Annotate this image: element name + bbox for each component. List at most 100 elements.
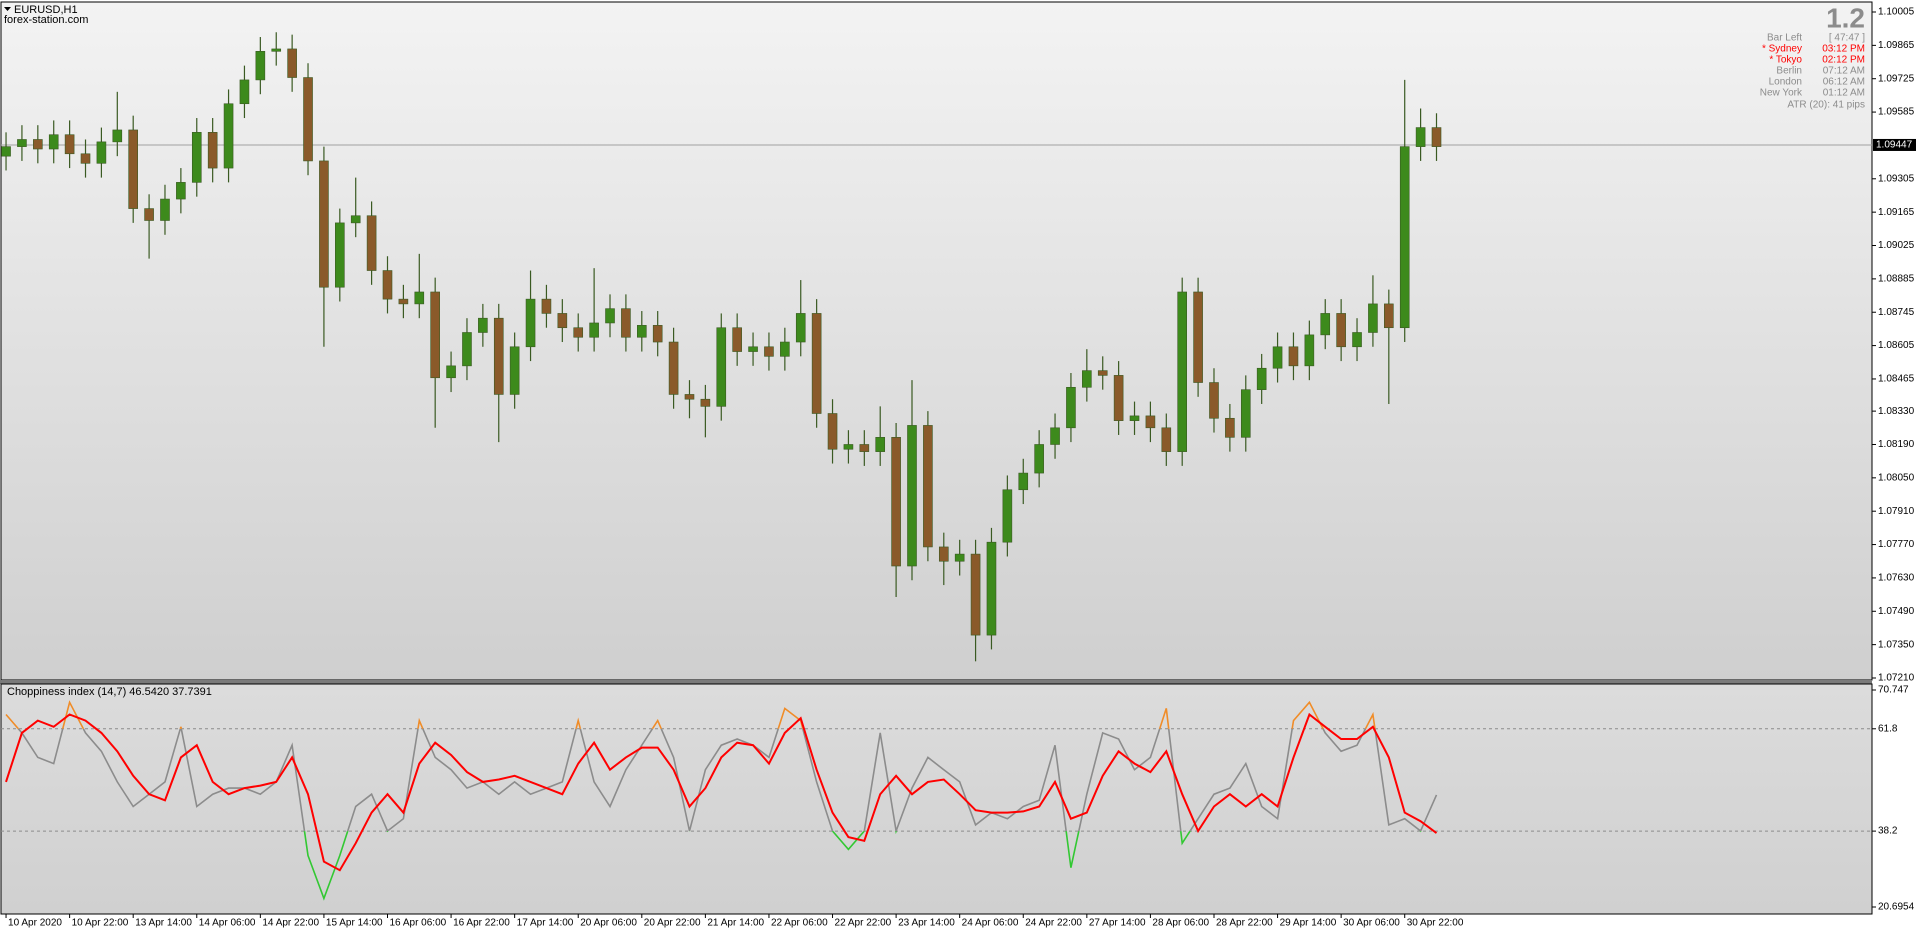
y-tick-label: 1.09025: [1878, 240, 1915, 251]
candle-body: [716, 327, 727, 407]
y-tick-label: 38.2: [1878, 826, 1898, 837]
candle-body: [1399, 146, 1410, 329]
indicator-pane: [0, 683, 1873, 915]
current-price-box: [1873, 138, 1916, 151]
current-price-label: 1.09447: [1876, 140, 1913, 151]
candle-body: [541, 298, 552, 314]
candle-body: [144, 208, 154, 221]
candle-body: [319, 160, 329, 288]
info-big: 1.2: [1826, 2, 1865, 33]
x-tick-label: 28 Apr 06:00: [1152, 918, 1209, 929]
candle-body: [1256, 367, 1267, 390]
x-tick-label: 17 Apr 14:00: [517, 918, 574, 929]
x-tick-label: 13 Apr 14:00: [135, 918, 192, 929]
candle-body: [335, 222, 345, 288]
y-tick-label: 1.07490: [1878, 606, 1915, 617]
candle-body: [1066, 386, 1076, 429]
candle-body: [255, 51, 266, 81]
info-label: * Tokyo: [1769, 55, 1802, 66]
candle-body: [525, 298, 536, 348]
candle-body: [239, 79, 250, 105]
candle-body: [827, 413, 838, 450]
candle-body: [954, 553, 965, 562]
y-tick-label: 1.09725: [1878, 73, 1915, 84]
candle-body: [907, 425, 917, 567]
info-label: London: [1769, 77, 1802, 88]
candle-body: [589, 322, 599, 338]
x-tick-label: 14 Apr 06:00: [199, 918, 256, 929]
candle-body: [1384, 303, 1394, 329]
candle-body: [891, 437, 901, 567]
candle-body: [1161, 427, 1172, 452]
candle-body: [764, 346, 774, 357]
x-tick-label: 16 Apr 22:00: [453, 918, 510, 929]
y-tick-label: 1.09585: [1878, 107, 1915, 118]
x-tick-label: 28 Apr 22:00: [1216, 918, 1273, 929]
candle-body: [652, 325, 663, 343]
candle-body: [732, 327, 742, 352]
candle-body: [986, 541, 997, 636]
x-tick-label: 20 Apr 22:00: [644, 918, 701, 929]
candle-body: [128, 129, 138, 209]
candle-body: [843, 444, 854, 450]
candle-body: [96, 141, 107, 164]
info-atr: ATR (20): 41 pips: [1787, 100, 1865, 111]
candle-body: [382, 270, 393, 300]
candle-body: [1145, 415, 1156, 429]
site-label: forex-station.com: [4, 14, 88, 26]
candle-body: [938, 546, 949, 562]
candle-body: [1050, 427, 1060, 445]
x-tick-label: 24 Apr 06:00: [962, 918, 1019, 929]
info-label: Bar Left: [1767, 33, 1802, 44]
candle-body: [795, 313, 806, 343]
main-pane: [0, 1, 1873, 681]
x-tick-label: 16 Apr 06:00: [389, 918, 446, 929]
candle-body: [1097, 370, 1108, 376]
candle-body: [1, 146, 11, 157]
x-tick-label: 27 Apr 14:00: [1089, 918, 1146, 929]
x-tick-label: 23 Apr 14:00: [898, 918, 955, 929]
y-tick-label: 1.08465: [1878, 374, 1915, 385]
pane-divider: [0, 680, 1872, 684]
info-label: New York: [1760, 88, 1803, 99]
candle-body: [271, 48, 282, 52]
candle-body: [287, 48, 297, 78]
x-tick-label: 14 Apr 22:00: [262, 918, 319, 929]
y-tick-label: 1.07350: [1878, 639, 1915, 650]
info-value: 03:12 PM: [1822, 44, 1865, 55]
candle-body: [17, 139, 27, 147]
candle-body: [462, 332, 472, 367]
candle-body: [1288, 346, 1299, 367]
info-value: [ 47:47 ]: [1829, 33, 1865, 44]
x-tick-label: 20 Apr 06:00: [580, 918, 637, 929]
y-tick-label: 1.10005: [1878, 7, 1915, 18]
y-tick-label: 1.07630: [1878, 573, 1915, 584]
candle-body: [191, 132, 202, 183]
candle-body: [637, 325, 647, 338]
candle-body: [80, 153, 91, 164]
y-tick-label: 1.07210: [1878, 673, 1915, 684]
candle-body: [509, 346, 520, 395]
candle-body: [1193, 291, 1203, 383]
candle-body: [176, 182, 186, 200]
candle-body: [1431, 127, 1442, 147]
x-tick-label: 30 Apr 06:00: [1343, 918, 1400, 929]
candle-body: [430, 291, 440, 379]
candle-body: [1129, 415, 1140, 421]
candle-body: [1225, 417, 1235, 438]
y-tick-label: 1.07770: [1878, 539, 1915, 550]
y-tick-label: 1.07910: [1878, 506, 1915, 517]
candle-body: [780, 341, 790, 357]
info-label: * Sydney: [1762, 44, 1802, 55]
info-label: Berlin: [1776, 66, 1802, 77]
candle-body: [1177, 291, 1187, 452]
candle-body: [1352, 332, 1362, 348]
symbol-menu-arrow[interactable]: [4, 7, 11, 11]
candle-body: [970, 553, 981, 636]
candle-body: [1113, 375, 1124, 421]
symbol-label: EURUSD,H1: [14, 4, 78, 16]
candle-body: [64, 134, 75, 155]
candle-body: [557, 313, 568, 329]
y-tick-label: 61.8: [1878, 723, 1898, 734]
candle-body: [366, 215, 377, 271]
